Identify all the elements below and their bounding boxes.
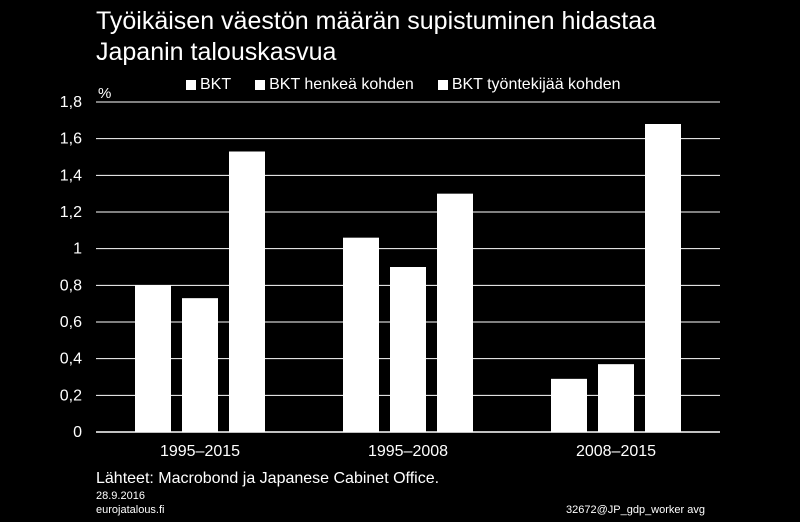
x-tick-label: 1995–2008	[368, 443, 448, 460]
bar	[229, 151, 265, 432]
legend-item-bkt: BKT	[186, 76, 231, 94]
y-tick-label: 1,4	[60, 167, 82, 184]
bar	[551, 378, 587, 432]
x-tick-label: 2008–2015	[576, 443, 656, 460]
legend-label-bkt-per-worker: BKT työntekijää kohden	[451, 76, 621, 93]
legend-swatch-bkt	[186, 80, 196, 90]
y-tick-label: 1,6	[60, 131, 82, 148]
legend-swatch-bkt-per-worker	[437, 80, 448, 90]
chart-title-line2: Japanin talouskasvua	[96, 38, 337, 66]
bar	[437, 193, 473, 432]
footer-code: 32672@JP_gdp_worker avg	[566, 504, 705, 516]
y-tick-label: 1	[73, 241, 82, 258]
y-tick-label: 0,8	[60, 277, 82, 294]
y-axis-unit-label: %	[98, 85, 111, 102]
y-tick-label: 0,2	[60, 387, 82, 404]
y-tick-label: 0	[73, 424, 82, 441]
bar	[598, 364, 634, 432]
bar-chart: 0 0,2 0,4 0,6 0,8 1 1,2 1,4 1,6 1,8% 1995–2015 1995…	[60, 85, 720, 460]
bar	[182, 298, 218, 432]
x-tick-label: 1995–2015	[160, 443, 240, 460]
footer-date: 28.9.2016	[96, 490, 145, 502]
bar	[135, 285, 171, 432]
legend-swatch-bkt-per-capita	[255, 80, 266, 90]
y-tick-label: 1,8	[60, 94, 82, 111]
bar	[390, 267, 426, 432]
bar	[343, 237, 379, 432]
y-tick-label: 1,2	[60, 204, 82, 221]
legend-item-bkt-per-capita: BKT henkeä kohden	[255, 76, 414, 94]
y-tick-label: 0,4	[60, 351, 82, 368]
bar	[645, 124, 681, 432]
legend-item-bkt-per-worker: BKT työntekijää kohden	[437, 76, 621, 94]
legend-label-bkt: BKT	[200, 76, 232, 93]
chart-title: Työikäisen väestön määrän supistuminen h…	[96, 6, 786, 68]
legend-label-bkt-per-capita: BKT henkeä kohden	[269, 76, 414, 93]
footer-site: eurojatalous.fi	[96, 504, 165, 516]
chart-title-line1: Työikäisen väestön määrän supistuminen h…	[96, 7, 657, 35]
source-note: Lähteet: Macrobond ja Japanese Cabinet O…	[96, 470, 440, 487]
chart-legend: BKT BKT henkeä kohden BKT työntekijää ko…	[186, 75, 645, 95]
y-tick-label: 0,6	[60, 314, 82, 331]
